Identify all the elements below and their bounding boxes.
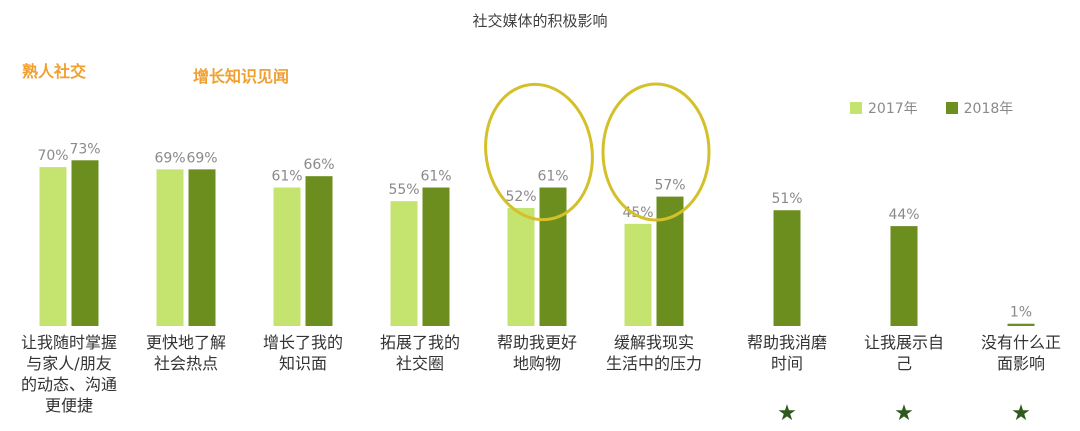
category-label: 增长了我的 知识面 bbox=[262, 333, 343, 373]
category-label: 没有什么正 面影响 bbox=[980, 333, 1061, 373]
bar-value-label: 45% bbox=[622, 205, 653, 221]
star-icon: ★ bbox=[777, 401, 797, 426]
annotation-acquaintance-social: 熟人社交 bbox=[22, 62, 87, 81]
star-icon: ★ bbox=[894, 401, 914, 426]
category-label: 帮助我消磨 时间 bbox=[746, 333, 827, 373]
bar-value-label: 61% bbox=[420, 169, 451, 185]
bar-value-label: 66% bbox=[303, 157, 334, 173]
bar-2017年-3 bbox=[390, 201, 418, 326]
bar-value-label: 69% bbox=[186, 150, 217, 166]
category-label: 让我随时掌握 与家人/朋友 的动态、沟通 更便捷 bbox=[20, 333, 117, 415]
bar-2018年-3 bbox=[422, 187, 450, 326]
bar-2018年-5 bbox=[656, 196, 684, 326]
bar-2017年-1 bbox=[156, 169, 184, 326]
bar-2018年-7 bbox=[890, 226, 918, 326]
chart-title: 社交媒体的积极影响 bbox=[472, 12, 608, 30]
bar-2018年-6 bbox=[773, 210, 801, 326]
bar-value-label: 61% bbox=[537, 169, 568, 185]
bar-value-label: 55% bbox=[388, 182, 419, 198]
bar-value-label: 57% bbox=[654, 178, 685, 194]
bar-value-label: 69% bbox=[154, 150, 185, 166]
bar-value-label: 51% bbox=[771, 191, 802, 207]
legend-label-2017: 2017年 bbox=[868, 101, 918, 117]
bar-2017年-4 bbox=[507, 207, 535, 326]
bar-2018年-2 bbox=[305, 176, 333, 326]
legend: 2017年 2018年 bbox=[850, 98, 1013, 118]
bar-2018年-0 bbox=[71, 160, 99, 326]
bar-value-label: 73% bbox=[69, 141, 100, 157]
bar-2018年-8 bbox=[1007, 323, 1035, 326]
bar-value-label: 44% bbox=[888, 207, 919, 223]
highlight-circle-1 bbox=[601, 82, 711, 222]
annotation-knowledge-growth: 增长知识见闻 bbox=[193, 67, 290, 86]
legend-swatch-2018 bbox=[945, 102, 958, 114]
legend-label-2018: 2018年 bbox=[963, 101, 1014, 117]
bar-value-label: 1% bbox=[1010, 305, 1032, 321]
category-label: 拓展了我的 社交圈 bbox=[379, 333, 460, 373]
category-label: 让我展示自 己 bbox=[863, 333, 944, 373]
bar-2017年-0 bbox=[39, 167, 67, 326]
bar-value-label: 61% bbox=[271, 169, 302, 185]
bar-2018年-1 bbox=[188, 169, 216, 326]
bar-value-label: 70% bbox=[37, 148, 68, 164]
category-label: 帮助我更好 地购物 bbox=[496, 333, 577, 373]
bar-2018年-4 bbox=[539, 187, 567, 326]
legend-item-2017: 2017年 bbox=[850, 98, 918, 118]
category-label: 缓解我现实 生活中的压力 bbox=[605, 333, 702, 373]
legend-swatch-2017 bbox=[850, 102, 862, 114]
highlight-circle-0 bbox=[484, 82, 594, 222]
star-icon: ★ bbox=[1011, 401, 1031, 426]
bar-2017年-5 bbox=[624, 223, 652, 326]
bar-value-label: 52% bbox=[505, 189, 536, 205]
bar-2017年-2 bbox=[273, 187, 301, 326]
category-label: 更快地了解 社会热点 bbox=[145, 333, 226, 373]
legend-item-2018: 2018年 bbox=[945, 98, 1014, 118]
